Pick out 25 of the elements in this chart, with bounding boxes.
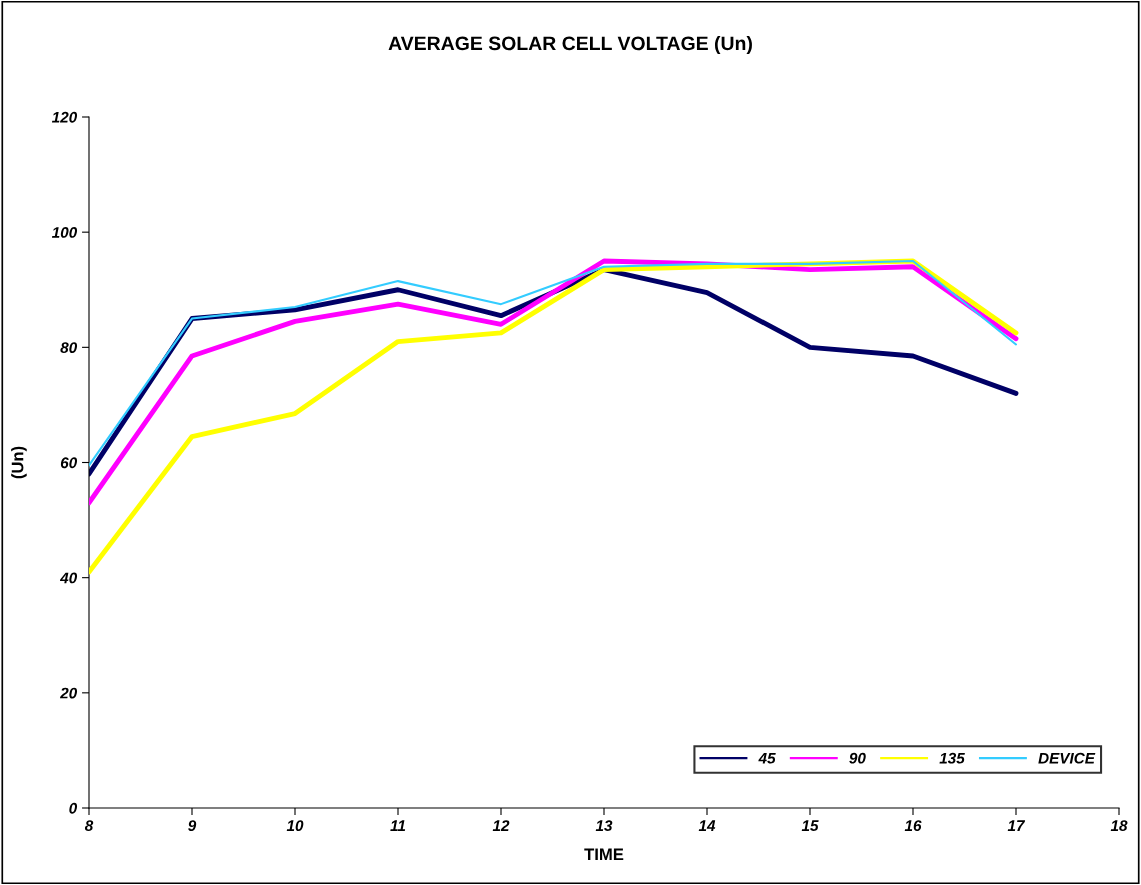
y-tick-label: 80 (60, 342, 78, 354)
chart-title: AVERAGE SOLAR CELL VOLTAGE (Un) (388, 35, 752, 55)
y-tick-label: 60 (60, 457, 78, 469)
x-tick-label: 14 (698, 820, 716, 831)
x-tick-label: 16 (904, 820, 922, 832)
legend-label: 45 (758, 752, 776, 764)
legend-label: 90 (849, 752, 866, 764)
y-tick-label: 0 (69, 802, 78, 814)
x-tick-label: 18 (1110, 820, 1128, 832)
legend-label: DEVICE (1038, 752, 1096, 764)
y-axis-title: (Un) (11, 446, 27, 479)
x-tick-label: 12 (492, 820, 510, 831)
y-tick-label: 100 (51, 227, 78, 238)
x-tick-label: 8 (84, 820, 94, 832)
x-axis-title: TIME (584, 848, 624, 861)
x-tick-label: 10 (286, 820, 304, 832)
y-tick-label: 120 (51, 111, 78, 123)
x-tick-label: 17 (1007, 820, 1026, 831)
x-tick-label: 15 (801, 820, 819, 832)
x-tick-label: 11 (390, 820, 406, 831)
x-tick-label: 9 (188, 820, 197, 832)
x-tick-label: 13 (595, 820, 613, 832)
y-tick-label: 20 (59, 687, 78, 699)
y-tick-label: 40 (59, 572, 78, 584)
legend-label: 135 (939, 752, 965, 764)
